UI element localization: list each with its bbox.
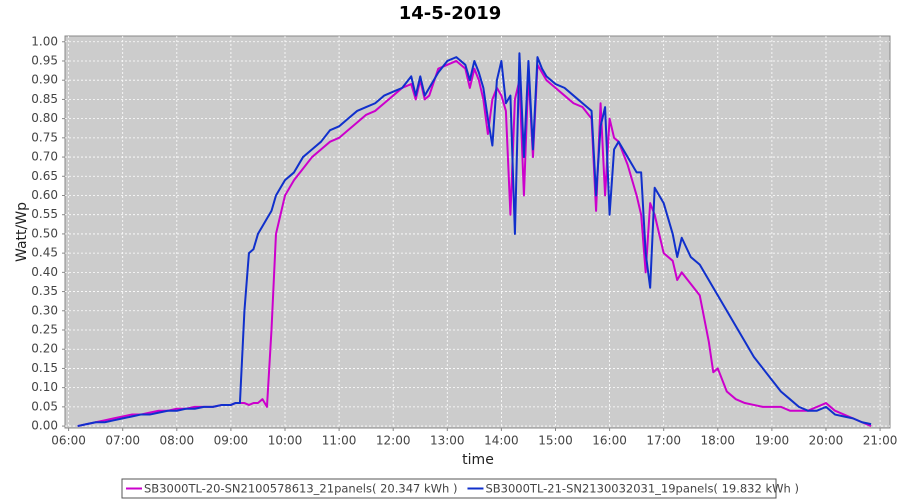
x-tick-label: 09:00 (214, 434, 249, 448)
y-tick-label: 0.25 (31, 323, 58, 337)
plot-area (64, 35, 891, 429)
x-tick-label: 15:00 (538, 434, 573, 448)
x-axis-label: time (462, 452, 494, 468)
chart-title: 14-5-2019 (399, 3, 502, 24)
x-tick-label: 13:00 (430, 434, 465, 448)
y-tick-label: 0.35 (31, 284, 58, 298)
x-tick-label: 10:00 (268, 434, 303, 448)
legend-box (121, 478, 777, 499)
y-axis-label: Watt/Wp (14, 202, 30, 262)
x-tick-label: 21:00 (863, 434, 898, 448)
y-tick-label: 0.00 (31, 419, 58, 433)
y-tick-label: 0.95 (31, 53, 58, 67)
y-tick-label: 0.50 (31, 226, 58, 240)
legend-label: SB3000TL-21-SN2130032031_19panels( 19.83… (485, 482, 798, 496)
x-tick-label: 06:00 (51, 434, 86, 448)
y-tick-label: 0.05 (31, 399, 58, 413)
y-tick-label: 0.55 (31, 207, 58, 221)
y-tick-label: 0.60 (31, 188, 58, 202)
y-tick-label: 0.75 (31, 130, 58, 144)
legend-label: SB3000TL-20-SN2100578613_21panels( 20.34… (144, 482, 457, 496)
y-tick-label: 0.20 (31, 342, 58, 356)
x-tick-label: 08:00 (160, 434, 195, 448)
y-tick-label: 0.45 (31, 246, 58, 260)
y-tick-label: 0.30 (31, 303, 58, 317)
y-tick-label: 1.00 (31, 34, 58, 48)
y-tick-label: 0.70 (31, 150, 58, 164)
y-tick-label: 0.65 (31, 169, 58, 183)
x-tick-label: 19:00 (755, 434, 790, 448)
y-tick-label: 0.10 (31, 380, 58, 394)
x-tick-label: 17:00 (646, 434, 681, 448)
x-tick-label: 07:00 (105, 434, 140, 448)
x-tick-label: 16:00 (592, 434, 627, 448)
x-tick-label: 20:00 (809, 434, 844, 448)
x-tick-label: 12:00 (376, 434, 411, 448)
series-line (77, 52, 872, 428)
y-tick-label: 0.90 (31, 73, 58, 87)
y-tick-label: 0.80 (31, 111, 58, 125)
y-tick-label: 0.15 (31, 361, 58, 375)
x-tick-label: 11:00 (322, 434, 357, 448)
x-tick-label: 14:00 (484, 434, 519, 448)
y-tick-label: 0.85 (31, 92, 58, 106)
x-tick-label: 18:00 (700, 434, 735, 448)
y-tick-label: 0.40 (31, 265, 58, 279)
